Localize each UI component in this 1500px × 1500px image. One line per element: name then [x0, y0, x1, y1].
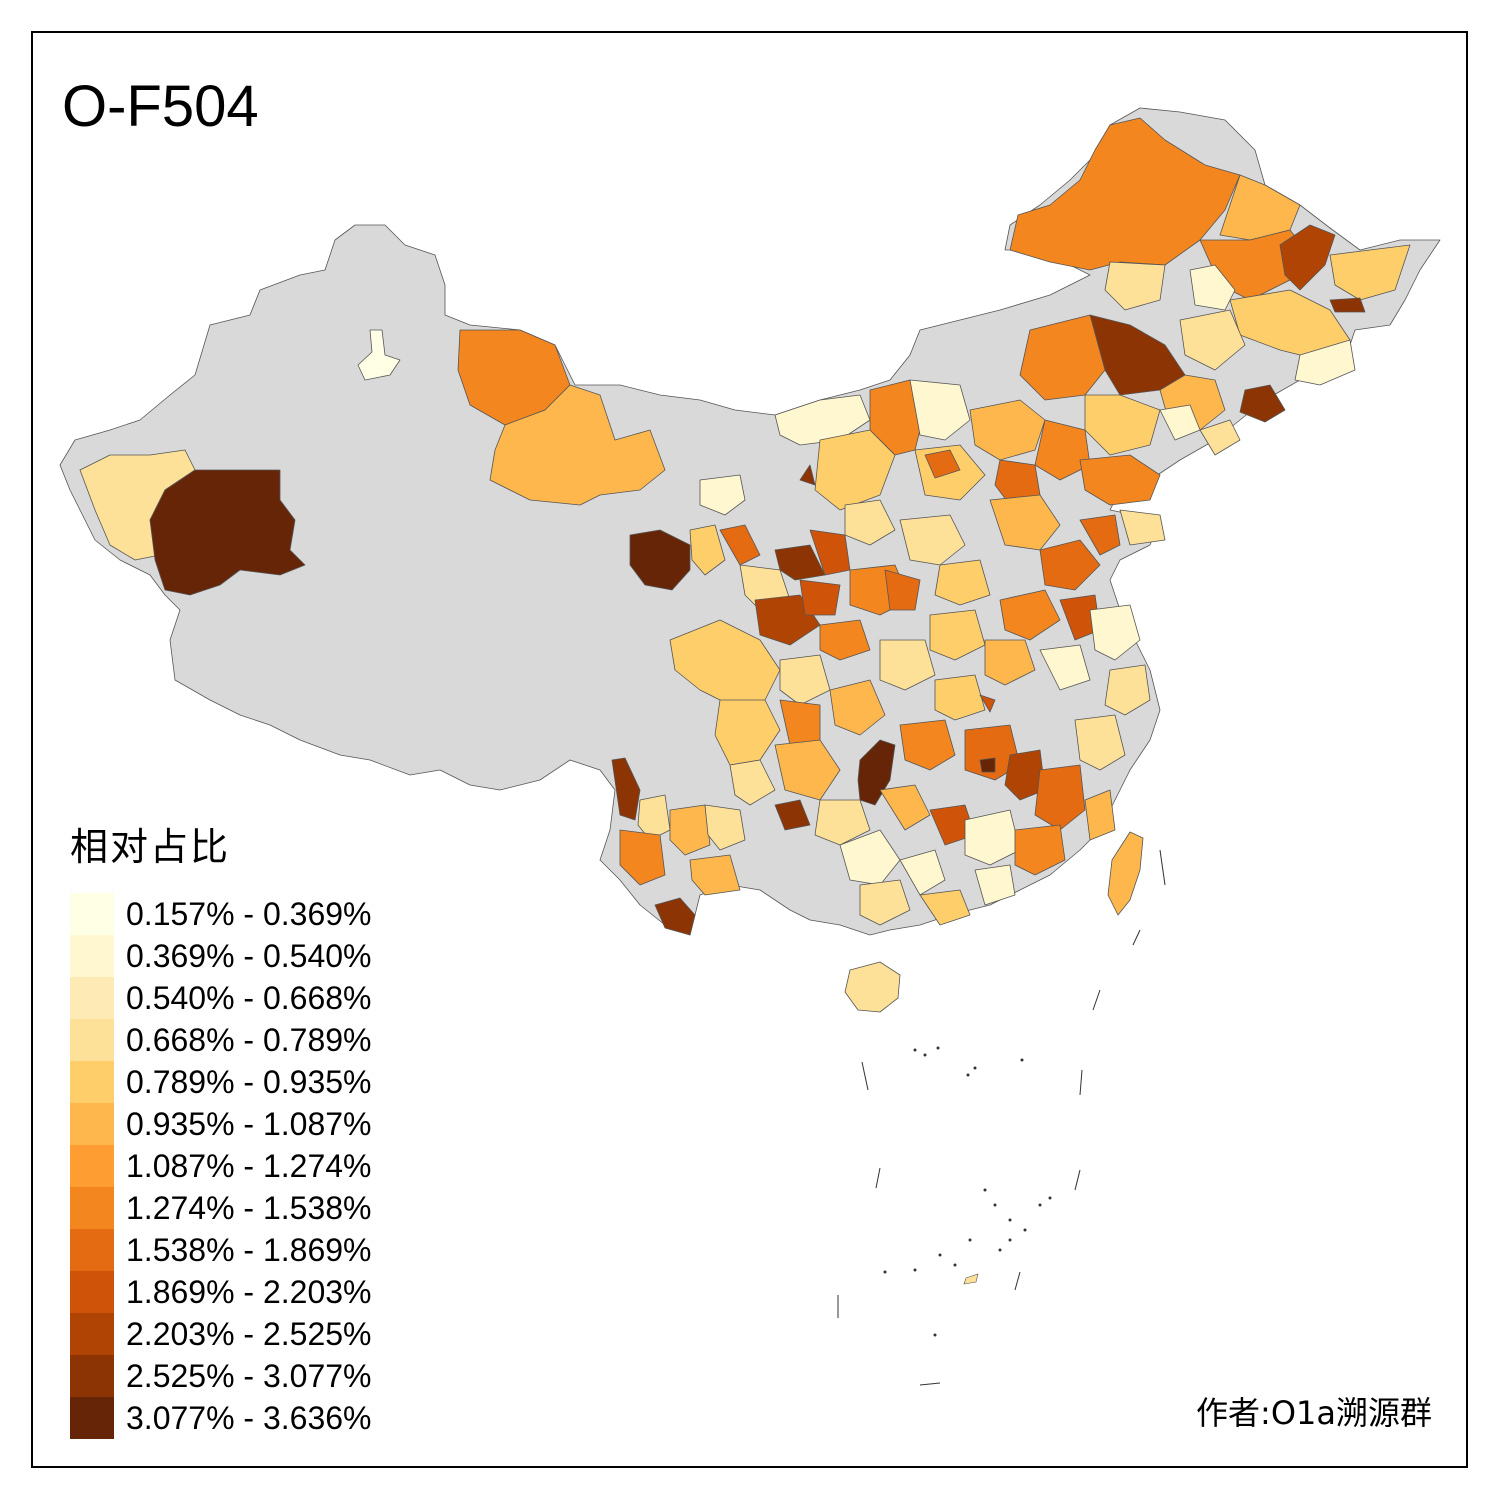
legend-swatch	[70, 893, 114, 935]
legend-label: 0.540% - 0.668%	[126, 979, 372, 1016]
legend-item: 0.540% - 0.668%	[70, 977, 372, 1019]
legend-label: 0.935% - 1.087%	[126, 1105, 372, 1142]
legend-label: 0.157% - 0.369%	[126, 895, 372, 932]
legend: 相对占比 0.157% - 0.369% 0.369% - 0.540% 0.540…	[70, 816, 372, 1439]
hainan-island	[844, 961, 901, 1013]
author-credit: 作者:O1a溯源群	[1196, 1394, 1432, 1432]
legend-title: 相对占比	[70, 825, 231, 869]
legend-label: 0.369% - 0.540%	[126, 937, 372, 974]
legend-swatch	[70, 935, 114, 977]
legend-label: 3.077% - 3.636%	[126, 1399, 372, 1436]
legend-item: 0.935% - 1.087%	[70, 1103, 372, 1145]
legend-swatch	[70, 1145, 114, 1187]
legend-swatch	[70, 1019, 114, 1061]
legend-item: 0.157% - 0.369%	[70, 893, 372, 935]
legend-item: 0.369% - 0.540%	[70, 935, 372, 977]
legend-item: 3.077% - 3.636%	[70, 1397, 372, 1439]
legend-item: 1.274% - 1.538%	[70, 1187, 372, 1229]
legend-item: 1.087% - 1.274%	[70, 1145, 372, 1187]
legend-swatch	[70, 1271, 114, 1313]
legend-label: 1.274% - 1.538%	[126, 1189, 372, 1226]
legend-label: 1.869% - 2.203%	[126, 1273, 372, 1310]
legend-label: 0.668% - 0.789%	[126, 1021, 372, 1058]
legend-swatch	[70, 1103, 114, 1145]
legend-item: 2.203% - 2.525%	[70, 1313, 372, 1355]
legend-item: 0.789% - 0.935%	[70, 1061, 372, 1103]
legend-label: 2.203% - 2.525%	[126, 1315, 372, 1352]
legend-item: 2.525% - 3.077%	[70, 1355, 372, 1397]
map-frame	[31, 31, 1468, 1468]
legend-label: 1.538% - 1.869%	[126, 1231, 372, 1268]
legend-swatch	[70, 977, 114, 1019]
legend-swatch	[70, 1187, 114, 1229]
taiwan-island	[1107, 831, 1144, 916]
legend-swatch	[70, 1313, 114, 1355]
legend-item: 1.538% - 1.869%	[70, 1229, 372, 1271]
legend-item: 0.668% - 0.789%	[70, 1019, 372, 1061]
legend-label: 0.789% - 0.935%	[126, 1063, 372, 1100]
legend-item: 1.869% - 2.203%	[70, 1271, 372, 1313]
legend-items: 0.157% - 0.369% 0.369% - 0.540% 0.540% - 0…	[70, 893, 372, 1439]
legend-swatch	[70, 1355, 114, 1397]
legend-swatch	[70, 1397, 114, 1439]
legend-swatch	[70, 1061, 114, 1103]
legend-label: 2.525% - 3.077%	[126, 1357, 372, 1394]
legend-label: 1.087% - 1.274%	[126, 1147, 372, 1184]
legend-swatch	[70, 1229, 114, 1271]
map-title: O-F504	[62, 74, 259, 139]
